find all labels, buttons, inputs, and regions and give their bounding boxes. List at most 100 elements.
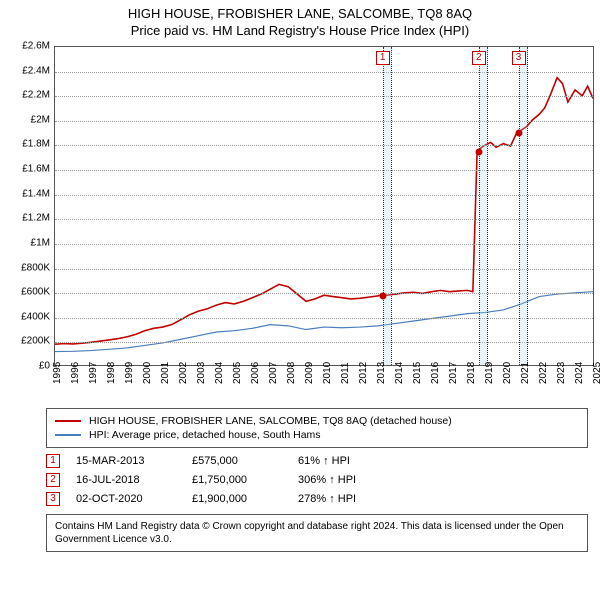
y-tick-label: £1.8M <box>22 139 50 150</box>
event-marker: 1 <box>46 454 60 468</box>
x-tick-label: 2015 <box>412 362 423 384</box>
x-tick-label: 1995 <box>52 362 63 384</box>
x-tick-label: 1996 <box>70 362 81 384</box>
x-tick-label: 2012 <box>358 362 369 384</box>
x-axis: 1995199619971998199920002001200220032004… <box>54 366 594 402</box>
event-date: 02-OCT-2020 <box>76 493 176 505</box>
event-vline <box>479 47 480 365</box>
legend-row: HIGH HOUSE, FROBISHER LANE, SALCOMBE, TQ… <box>55 415 579 427</box>
y-tick-label: £400K <box>21 311 50 322</box>
sale-dot <box>475 148 482 155</box>
x-tick-label: 2025 <box>592 362 600 384</box>
x-tick-label: 2014 <box>394 362 405 384</box>
x-tick-label: 2019 <box>484 362 495 384</box>
event-marker: 2 <box>46 473 60 487</box>
gridline <box>55 293 593 294</box>
gridline <box>55 72 593 73</box>
event-marker: 3 <box>46 492 60 506</box>
x-tick-label: 2011 <box>340 362 351 384</box>
x-tick-label: 2004 <box>214 362 225 384</box>
chart-area: £0 £200K £400K £600K £800K £1M £1.2M £1.4M £1.6M… <box>8 46 592 402</box>
event-date: 16-JUL-2018 <box>76 474 176 486</box>
x-tick-label: 2018 <box>466 362 477 384</box>
y-tick-label: £2.2M <box>22 90 50 101</box>
event-vline <box>383 47 384 365</box>
event-row: 2 16-JUL-2018 £1,750,000 306% ↑ HPI <box>46 473 588 487</box>
event-pct: 306% ↑ HPI <box>298 474 588 486</box>
x-tick-label: 1997 <box>88 362 99 384</box>
x-tick-label: 2021 <box>520 362 531 384</box>
legend-swatch <box>55 434 81 436</box>
shade-band <box>479 47 488 365</box>
y-tick-label: £1.4M <box>22 188 50 199</box>
footer-box: Contains HM Land Registry data © Crown c… <box>46 514 588 552</box>
series-property <box>55 78 593 345</box>
x-tick-label: 2001 <box>160 362 171 384</box>
gridline <box>55 219 593 220</box>
gridline <box>55 96 593 97</box>
event-marker-box: 1 <box>376 51 390 65</box>
y-tick-label: £800K <box>21 262 50 273</box>
x-tick-label: 2000 <box>142 362 153 384</box>
gridline <box>55 318 593 319</box>
event-row: 1 15-MAR-2013 £575,000 61% ↑ HPI <box>46 454 588 468</box>
chart-container: HIGH HOUSE, FROBISHER LANE, SALCOMBE, TQ… <box>0 0 600 552</box>
event-vline <box>519 47 520 365</box>
gridline <box>55 342 593 343</box>
shade-band <box>383 47 392 365</box>
y-tick-label: £1.2M <box>22 213 50 224</box>
y-tick-label: £200K <box>21 336 50 347</box>
x-tick-label: 1998 <box>106 362 117 384</box>
x-tick-label: 2003 <box>196 362 207 384</box>
x-tick-label: 1999 <box>124 362 135 384</box>
x-tick-label: 2020 <box>502 362 513 384</box>
gridline <box>55 269 593 270</box>
gridline <box>55 145 593 146</box>
x-tick-label: 2009 <box>304 362 315 384</box>
event-date: 15-MAR-2013 <box>76 455 176 467</box>
legend-swatch <box>55 420 81 422</box>
y-tick-label: £0 <box>39 361 50 372</box>
event-marker-box: 3 <box>512 51 526 65</box>
x-tick-label: 2016 <box>430 362 441 384</box>
x-tick-label: 2008 <box>286 362 297 384</box>
gridline <box>55 170 593 171</box>
gridline <box>55 244 593 245</box>
event-price: £1,900,000 <box>192 493 282 505</box>
events-block: 1 15-MAR-2013 £575,000 61% ↑ HPI 2 16-JUL-201… <box>46 454 588 506</box>
event-marker-box: 2 <box>472 51 486 65</box>
x-tick-label: 2022 <box>538 362 549 384</box>
title-line2: Price paid vs. HM Land Registry's House … <box>0 23 600 38</box>
gridline <box>55 195 593 196</box>
plot-box: 1 2 3 <box>54 46 594 366</box>
x-tick-label: 2024 <box>574 362 585 384</box>
legend-label: HIGH HOUSE, FROBISHER LANE, SALCOMBE, TQ… <box>89 415 452 427</box>
title-block: HIGH HOUSE, FROBISHER LANE, SALCOMBE, TQ… <box>0 0 600 42</box>
x-tick-label: 2007 <box>268 362 279 384</box>
y-axis: £0£200K£400K£600K£800K£1M£1.2M£1.4M£1.6M… <box>8 46 54 366</box>
footer-text: Contains HM Land Registry data © Crown c… <box>55 521 564 545</box>
title-line1: HIGH HOUSE, FROBISHER LANE, SALCOMBE, TQ… <box>0 6 600 21</box>
y-tick-label: £2M <box>31 114 50 125</box>
legend-row: HPI: Average price, detached house, Sout… <box>55 429 579 441</box>
y-tick-label: £2.6M <box>22 41 50 52</box>
x-tick-label: 2017 <box>448 362 459 384</box>
sale-dot <box>515 130 522 137</box>
legend-label: HPI: Average price, detached house, Sout… <box>89 429 321 441</box>
gridline <box>55 121 593 122</box>
y-tick-label: £2.4M <box>22 65 50 76</box>
x-tick-label: 2002 <box>178 362 189 384</box>
event-price: £1,750,000 <box>192 474 282 486</box>
y-tick-label: £1.6M <box>22 164 50 175</box>
x-tick-label: 2006 <box>250 362 261 384</box>
event-row: 302-OCT-2020£1,900,000278% ↑ HPI <box>46 492 588 506</box>
y-tick-label: £1M <box>31 237 50 248</box>
x-tick-label: 2005 <box>232 362 243 384</box>
x-tick-label: 2013 <box>376 362 387 384</box>
event-pct: 61% ↑ HPI <box>298 455 588 467</box>
event-price: £575,000 <box>192 455 282 467</box>
shade-band <box>519 47 528 365</box>
x-tick-label: 2023 <box>556 362 567 384</box>
legend-box: HIGH HOUSE, FROBISHER LANE, SALCOMBE, TQ… <box>46 408 588 448</box>
y-tick-label: £600K <box>21 287 50 298</box>
